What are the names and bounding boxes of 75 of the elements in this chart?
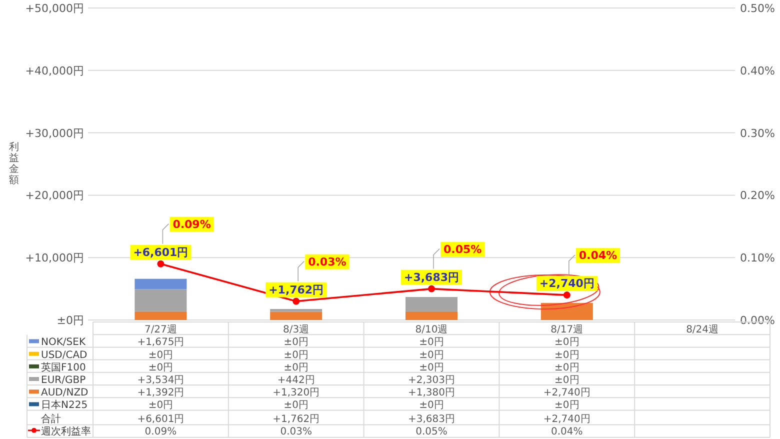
legend-label: NOK/SEK <box>41 337 86 348</box>
y-tick-label: +20,000円 <box>25 189 84 202</box>
total-label: +2,740円 <box>539 277 594 290</box>
data-label: +1,320円 <box>272 388 320 399</box>
data-label: ±0円 <box>148 362 174 374</box>
bar <box>270 312 322 320</box>
x-tick-label: 8/10週 <box>415 324 448 336</box>
text: 0.03% <box>308 255 346 268</box>
point <box>292 298 300 305</box>
data-label: ±0円 <box>554 375 580 386</box>
total-label: +6,601円 <box>133 246 188 259</box>
bar <box>270 309 322 312</box>
text: 合計 <box>41 412 61 425</box>
data-label: +1,380円 <box>408 388 456 399</box>
data-label: 0.03% <box>280 426 312 438</box>
legend-label: EUR/GBP <box>41 375 86 386</box>
data-label: +2,740円 <box>543 388 590 399</box>
text: 0.05% <box>444 242 482 256</box>
text: +3,683円 <box>408 414 456 425</box>
text: 0.04% <box>578 249 618 262</box>
data-label: +442円 <box>277 375 315 386</box>
data-label: 0.09% <box>144 426 177 438</box>
data-label: ±0円 <box>284 337 308 348</box>
data-label: 0.04% <box>551 426 583 438</box>
y-tick-label: +10,000円 <box>25 252 84 265</box>
bar <box>540 302 593 320</box>
x-tick-label: 7/27週 <box>144 324 177 336</box>
data-label: 0.05% <box>416 426 448 438</box>
text: +6,601円 <box>137 414 184 425</box>
data-label: +2,303円 <box>408 375 456 386</box>
data-label: +3,534円 <box>137 375 184 386</box>
data-label: ±0円 <box>284 350 308 361</box>
data-label: +1,675円 <box>137 337 184 348</box>
data-label: ±0円 <box>419 337 444 348</box>
y-tick-label: +40,000円 <box>25 64 84 78</box>
legend-label: 英国F100 <box>41 361 86 374</box>
data-label: ±0円 <box>419 400 444 412</box>
y-tick-label: +30,000円 <box>25 126 84 140</box>
legend-label: USD/CAD <box>41 350 88 361</box>
x-tick-label: 8/17週 <box>550 324 584 336</box>
point <box>563 292 570 299</box>
y-axis-title: 利益金額 <box>9 141 19 186</box>
data-label: ±0円 <box>554 337 580 348</box>
total-label: +3,683円 <box>404 270 460 284</box>
y2-tick-label: 0.20% <box>740 189 775 202</box>
point <box>157 260 164 268</box>
bar <box>406 311 458 320</box>
y2-tick-label: 0.40% <box>740 64 775 78</box>
legend-label: 日本N225 <box>41 399 88 412</box>
point <box>428 285 435 292</box>
y2-tick-label: 0.10% <box>740 252 775 265</box>
data-label: ±0円 <box>419 350 444 361</box>
legend-label: AUD/NZD <box>41 388 89 399</box>
bar <box>406 297 458 312</box>
y-tick-label: +50,000円 <box>25 2 84 15</box>
y2-tick-label: 0.50% <box>740 2 775 15</box>
bar <box>134 311 187 320</box>
data-label: ±0円 <box>419 362 444 374</box>
data-label: ±0円 <box>554 350 580 361</box>
data-label: ±0円 <box>554 362 580 374</box>
y2-tick-label: 0.30% <box>740 126 775 140</box>
total-label: +1,762円 <box>268 283 324 296</box>
y-tick-label: ±0円 <box>56 314 84 327</box>
x-tick-label: 8/3週 <box>283 324 310 336</box>
data-label: +1,392円 <box>137 388 184 399</box>
x-tick-label: 8/24週 <box>686 324 719 336</box>
data-label: ±0円 <box>148 400 174 412</box>
legend-label: 週次利益率 <box>41 425 91 438</box>
data-label: ±0円 <box>554 400 580 412</box>
text: 0.09% <box>172 218 211 231</box>
data-label: ±0円 <box>284 400 308 412</box>
data-label: ±0円 <box>284 362 308 374</box>
text: +2,740円 <box>543 414 590 425</box>
text: +1,762円 <box>272 414 320 425</box>
data-label: ±0円 <box>148 350 174 361</box>
